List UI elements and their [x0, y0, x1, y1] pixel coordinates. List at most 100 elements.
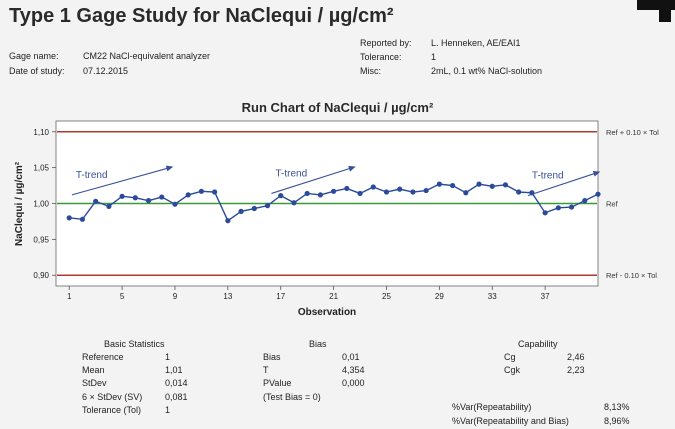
var-value-1: 8,96%	[604, 416, 630, 426]
data-point-36	[529, 190, 535, 196]
y-tick-label-0: 0,90	[33, 271, 49, 280]
gage-name-row: Gage name: CM22 NaCl-equivalent analyzer	[9, 51, 210, 61]
axis-ticks: 1 5 9 13 17 21 25 29 33 37 0,90 0,95 1,00 1,05 1,10	[33, 128, 550, 301]
data-point-1	[66, 215, 72, 221]
capability-title: Capability	[518, 339, 558, 349]
var-value-0: 8,13%	[604, 402, 630, 412]
x-tick-label-2: 9	[173, 292, 178, 301]
gage-name-value: CM22 NaCl-equivalent analyzer	[83, 51, 211, 61]
x-tick-label-4: 17	[276, 292, 285, 301]
basic-stat-label-0: Reference	[82, 352, 124, 362]
y-tick-label-3: 1,05	[33, 164, 49, 173]
data-point-21	[331, 188, 337, 194]
data-point-39	[568, 204, 575, 210]
bias-label-1: T	[263, 365, 269, 376]
series-points	[66, 181, 601, 224]
x-tick-label-0: 1	[67, 292, 72, 301]
trend-label-2: T-trend	[532, 171, 564, 182]
var-label-0: %Var(Repeatability)	[452, 402, 532, 412]
data-point-4	[106, 203, 112, 209]
data-point-20	[317, 192, 323, 198]
bias-value-2: 0,000	[342, 378, 365, 389]
reported-by-label: Reported by:	[360, 38, 412, 48]
misc-label: Misc:	[360, 66, 381, 76]
reference-line-label-0: Ref + 0.10 × Tol	[606, 128, 659, 137]
reported-by-value: L. Henneken, AE/EAI1	[431, 38, 521, 48]
data-point-30	[449, 182, 456, 189]
tolerance-row: Tolerance: 1	[360, 52, 436, 62]
y-tick-label-1: 0,95	[33, 235, 49, 244]
basic-stat-label-2: StDev	[82, 378, 107, 389]
data-point-34	[502, 182, 509, 188]
x-tick-label-8: 33	[488, 292, 497, 301]
basic-stat-label-3: 6 × StDev (SV)	[82, 391, 143, 402]
date-row: Date of study: 07.12.2015	[9, 66, 128, 76]
trend-arrow-2	[527, 170, 601, 197]
data-point-41	[595, 191, 601, 197]
data-point-12	[212, 189, 218, 195]
basic-stat-value-2: 0,014	[165, 378, 188, 389]
data-point-15	[251, 205, 257, 212]
data-point-38	[555, 205, 561, 211]
trend-label-0: T-trend	[76, 170, 108, 181]
corner-logo-icon	[637, 0, 675, 22]
capability-label-1: Cgk	[504, 365, 521, 376]
reference-line-label-1: Ref	[606, 200, 619, 209]
data-point-18	[291, 200, 297, 206]
data-point-37	[542, 210, 548, 216]
basic-stat-value-0: 1	[165, 352, 171, 362]
data-point-27	[410, 189, 416, 195]
data-point-6	[132, 195, 138, 201]
x-tick-label-1: 5	[120, 292, 125, 301]
x-tick-label-5: 21	[329, 292, 338, 301]
x-tick-label-9: 37	[541, 292, 550, 301]
data-point-32	[476, 181, 482, 187]
data-point-31	[463, 190, 469, 196]
misc-value: 2mL, 0.1 wt% NaCl-solution	[431, 66, 543, 76]
var-label-1: %Var(Repeatability and Bias)	[452, 416, 569, 426]
data-point-25	[383, 189, 390, 195]
data-point-26	[397, 186, 403, 192]
misc-row: Misc: 2mL, 0.1 wt% NaCl-solution	[360, 66, 542, 76]
bias-title: Bias	[309, 339, 327, 349]
data-point-28	[423, 187, 429, 194]
data-point-29	[436, 181, 442, 187]
bias-value-1: 4,354	[342, 365, 365, 376]
date-value: 07.12.2015	[83, 66, 129, 76]
tolerance-value: 1	[431, 52, 437, 62]
data-point-8	[159, 194, 165, 200]
basic-stats-title: Basic Statistics	[104, 339, 165, 349]
data-point-40	[582, 198, 588, 204]
x-axis-label: Observation	[298, 307, 356, 318]
bias-label-2: PValue	[263, 378, 292, 389]
data-point-35	[516, 189, 522, 195]
gage-name-label: Gage name:	[9, 51, 59, 61]
x-tick-label-6: 25	[382, 292, 391, 301]
date-label: Date of study:	[9, 66, 65, 76]
data-point-9	[172, 201, 178, 207]
data-point-19	[304, 190, 310, 197]
data-point-16	[264, 203, 271, 209]
data-point-11	[198, 188, 205, 194]
data-point-23	[357, 190, 363, 197]
data-point-3	[93, 198, 99, 204]
data-point-33	[489, 183, 495, 189]
basic-stat-label-4: Tolerance (Tol)	[82, 404, 142, 415]
x-tick-label-7: 29	[435, 292, 444, 301]
data-point-7	[145, 198, 152, 204]
tolerance-label: Tolerance:	[360, 52, 402, 62]
data-point-22	[344, 185, 350, 192]
data-point-13	[225, 218, 231, 224]
basic-stat-value-1: 1,01	[165, 365, 183, 376]
reference-line-label-2: Ref - 0.10 × Tol	[606, 271, 657, 280]
data-point-14	[238, 208, 244, 214]
basic-stat-label-1: Mean	[82, 365, 105, 376]
y-tick-label-2: 1,00	[33, 200, 49, 209]
bias-label-0: Bias	[263, 352, 281, 362]
basic-stat-value-3: 0,081	[165, 391, 188, 402]
capability-label-0: Cg	[504, 352, 516, 362]
page-title: Type 1 Gage Study for NaClequi / µg/cm²	[9, 5, 394, 27]
trend-label-1: T-trend	[275, 168, 307, 179]
data-point-24	[370, 184, 376, 190]
